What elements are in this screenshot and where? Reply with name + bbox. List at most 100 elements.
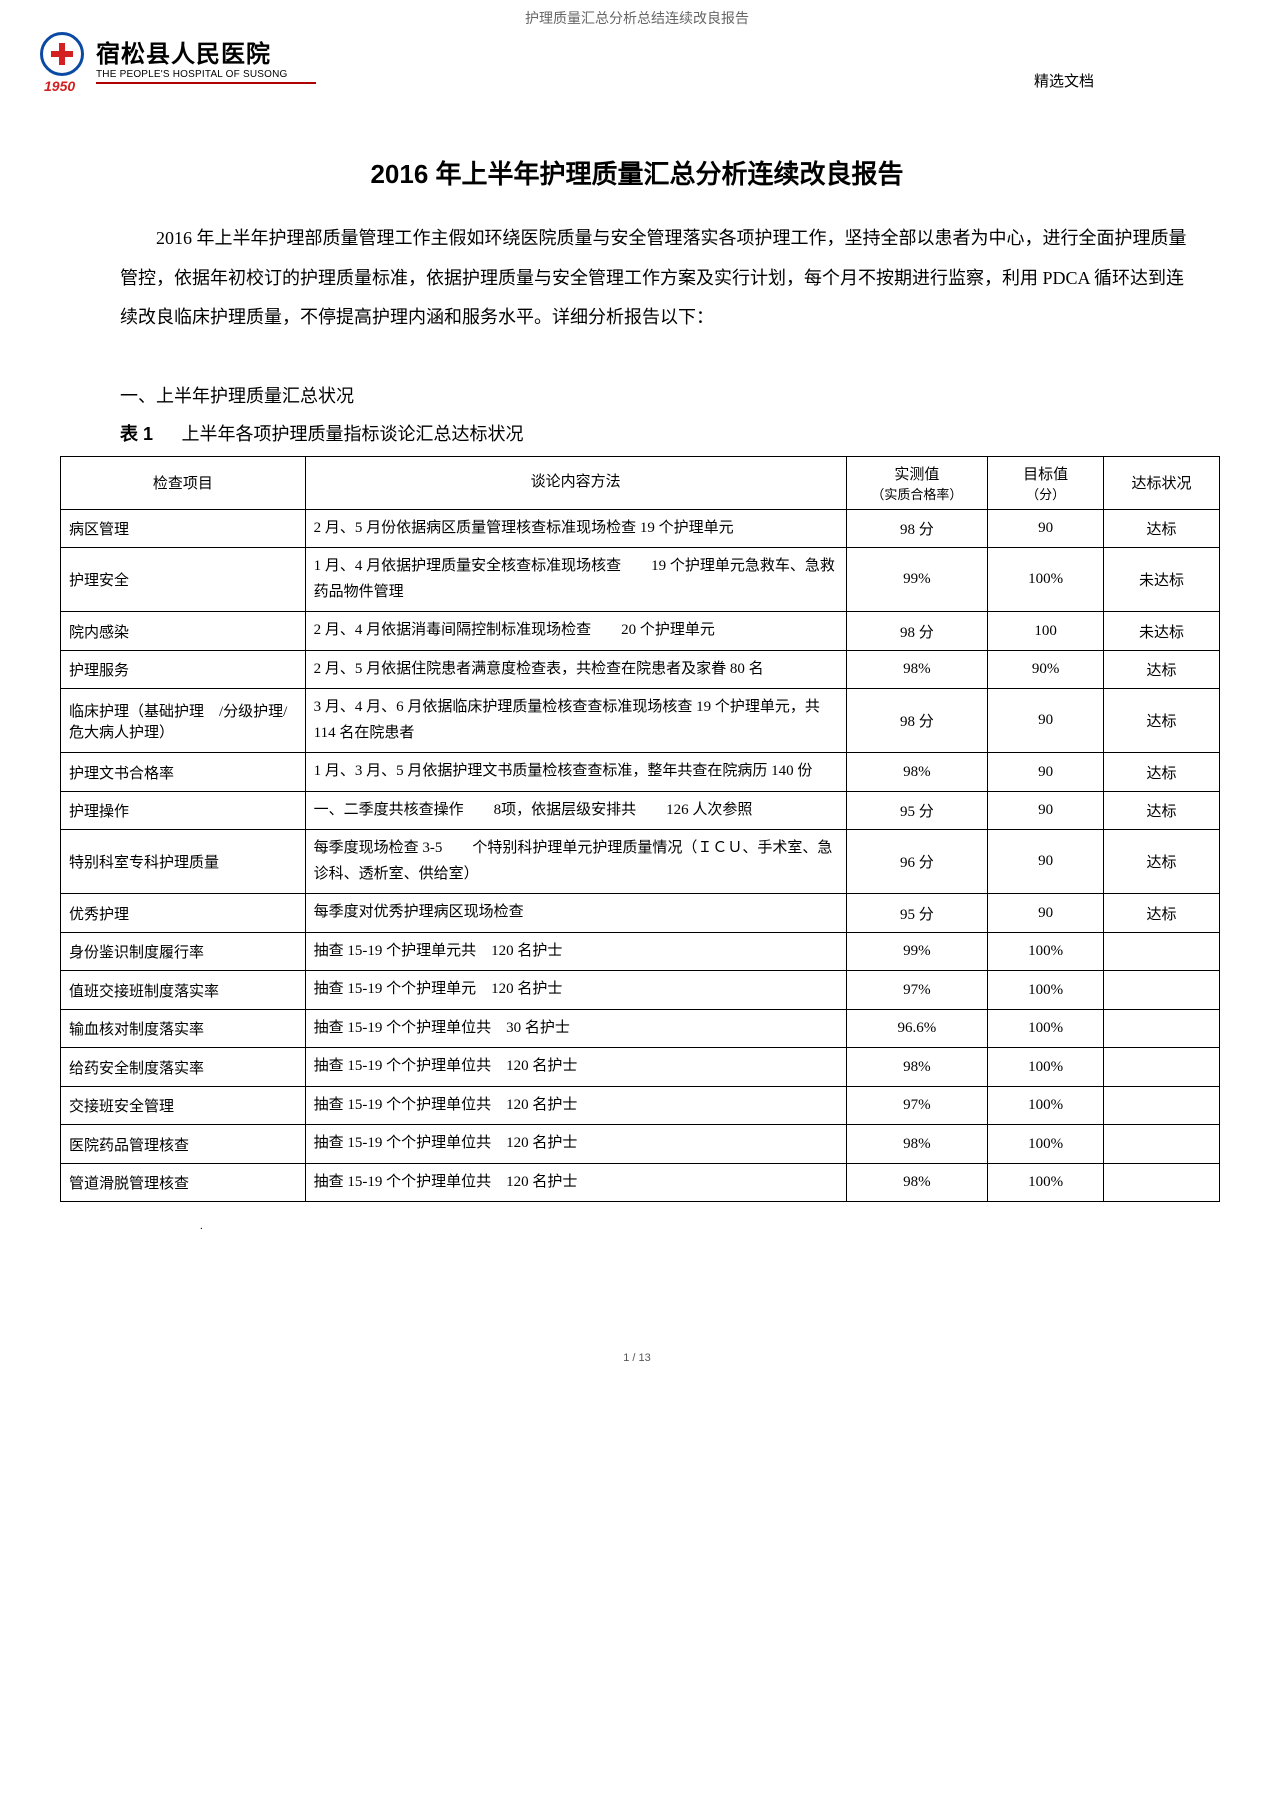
cell-actual: 95 分: [846, 894, 988, 933]
cell-status: 达标: [1104, 753, 1220, 792]
cell-status: 未达标: [1104, 548, 1220, 612]
quality-table: 检查项目 谈论内容方法 实测值 （实质合格率） 目标值 （分） 达标状况 病区管…: [60, 456, 1220, 1203]
cell-item: 值班交接班制度落实率: [61, 971, 306, 1010]
cell-item: 交接班安全管理: [61, 1086, 306, 1125]
cell-actual: 96.6%: [846, 1009, 988, 1048]
table-row: 输血核对制度落实率抽查 15-19 个个护理单位共 30 名护士96.6%100…: [61, 1009, 1220, 1048]
cell-item: 身份鉴识制度履行率: [61, 932, 306, 971]
cell-target: 90: [988, 791, 1104, 830]
cell-status: 达标: [1104, 689, 1220, 753]
cell-target: 100%: [988, 1009, 1104, 1048]
cell-actual: 98%: [846, 1125, 988, 1164]
cell-target: 100%: [988, 932, 1104, 971]
cell-method: 抽查 15-19 个护理单元共 120 名护士: [305, 932, 846, 971]
cell-status: [1104, 1086, 1220, 1125]
cell-method: 抽查 15-19 个个护理单位共 30 名护士: [305, 1009, 846, 1048]
table-row: 护理操作一、二季度共核查操作 8项，依据层级安排共 126 人次参照95 分90…: [61, 791, 1220, 830]
cell-target: 100: [988, 612, 1104, 651]
cell-target: 100%: [988, 1125, 1104, 1164]
cell-target: 100%: [988, 1086, 1104, 1125]
cell-method: 一、二季度共核查操作 8项，依据层级安排共 126 人次参照: [305, 791, 846, 830]
cell-target: 90: [988, 689, 1104, 753]
table-caption-text: 上半年各项护理质量指标谈论汇总达标状况: [182, 424, 524, 444]
cell-method: 2 月、4 月依据消毒间隔控制标准现场检查 20 个护理单元: [305, 612, 846, 651]
cell-status: 未达标: [1104, 612, 1220, 651]
cell-actual: 95 分: [846, 791, 988, 830]
th-actual: 实测值 （实质合格率）: [846, 456, 988, 509]
cell-method: 每季度现场检查 3-5 个特别科护理单元护理质量情况（ＩＣＵ、手术室、急诊科、透…: [305, 830, 846, 894]
table-row: 医院药品管理核查抽查 15-19 个个护理单位共 120 名护士98%100%: [61, 1125, 1220, 1164]
th-target-sub: （分）: [996, 484, 1095, 503]
table-row: 值班交接班制度落实率抽查 15-19 个个护理单元 120 名护士97%100%: [61, 971, 1220, 1010]
table-1-caption: 表 1 上半年各项护理质量指标谈论汇总达标状况: [60, 420, 1214, 446]
cell-item: 院内感染: [61, 612, 306, 651]
cell-target: 90: [988, 894, 1104, 933]
letterhead: 1950 宿松县人民医院 THE PEOPLE'S HOSPITAL OF SU…: [0, 32, 1274, 94]
cell-item: 输血核对制度落实率: [61, 1009, 306, 1048]
section-1-heading: 一、上半年护理质量汇总状况: [60, 378, 1214, 414]
cell-target: 100%: [988, 1163, 1104, 1202]
cell-target: 100%: [988, 548, 1104, 612]
table-row: 身份鉴识制度履行率抽查 15-19 个护理单元共 120 名护士99%100%: [61, 932, 1220, 971]
cell-target: 90: [988, 509, 1104, 548]
hospital-logo-icon: [40, 32, 88, 80]
table-row: 护理安全1 月、4 月依据护理质量安全核查标准现场核查 19 个护理单元急救车、…: [61, 548, 1220, 612]
table-row: 院内感染2 月、4 月依据消毒间隔控制标准现场检查 20 个护理单元98 分10…: [61, 612, 1220, 651]
main-content: 2016 年上半年护理质量汇总分析连续改良报告 2016 年上半年护理部质量管理…: [0, 94, 1274, 1232]
cell-item: 给药安全制度落实率: [61, 1048, 306, 1087]
cell-method: 3 月、4 月、6 月依据临床护理质量检核查查标准现场核查 19 个护理单元，共…: [305, 689, 846, 753]
table-row: 管道滑脱管理核查抽查 15-19 个个护理单位共 120 名护士98%100%: [61, 1163, 1220, 1202]
hospital-logo-col: 1950: [40, 32, 88, 94]
th-target-main: 目标值: [1023, 467, 1068, 483]
cell-target: 100%: [988, 1048, 1104, 1087]
cell-actual: 99%: [846, 932, 988, 971]
hospital-name-cn: 宿松县人民医院: [96, 34, 316, 69]
table-header-row: 检查项目 谈论内容方法 实测值 （实质合格率） 目标值 （分） 达标状况: [61, 456, 1220, 509]
cell-status: [1104, 1125, 1220, 1164]
cell-status: 达标: [1104, 650, 1220, 689]
cell-status: 达标: [1104, 509, 1220, 548]
cell-status: 达标: [1104, 894, 1220, 933]
cell-actual: 99%: [846, 548, 988, 612]
cell-method: 2 月、5 月份依据病区质量管理核查标准现场检查 19 个护理单元: [305, 509, 846, 548]
th-item: 检查项目: [61, 456, 306, 509]
cell-method: 抽查 15-19 个个护理单位共 120 名护士: [305, 1125, 846, 1164]
cell-actual: 98%: [846, 650, 988, 689]
cell-actual: 98 分: [846, 612, 988, 651]
table-row: 给药安全制度落实率抽查 15-19 个个护理单位共 120 名护士98%100%: [61, 1048, 1220, 1087]
cell-method: 抽查 15-19 个个护理单位共 120 名护士: [305, 1048, 846, 1087]
cell-method: 抽查 15-19 个个护理单元 120 名护士: [305, 971, 846, 1010]
cell-item: 护理服务: [61, 650, 306, 689]
th-target: 目标值 （分）: [988, 456, 1104, 509]
cell-status: [1104, 1009, 1220, 1048]
cell-item: 护理操作: [61, 791, 306, 830]
cell-actual: 97%: [846, 1086, 988, 1125]
cell-actual: 98%: [846, 1048, 988, 1087]
stray-dot: .: [60, 1220, 1214, 1232]
th-actual-sub: （实质合格率）: [855, 484, 980, 503]
report-title: 2016 年上半年护理质量汇总分析连续改良报告: [60, 154, 1214, 191]
cell-status: [1104, 1048, 1220, 1087]
cell-method: 抽查 15-19 个个护理单位共 120 名护士: [305, 1163, 846, 1202]
hospital-block: 1950 宿松县人民医院 THE PEOPLE'S HOSPITAL OF SU…: [40, 32, 316, 94]
cell-actual: 98%: [846, 753, 988, 792]
hospital-name-en: THE PEOPLE'S HOSPITAL OF SUSONG: [96, 69, 316, 84]
cell-actual: 97%: [846, 971, 988, 1010]
cell-status: [1104, 932, 1220, 971]
cell-item: 护理安全: [61, 548, 306, 612]
page-number: 1 / 13: [0, 1352, 1274, 1364]
table-row: 优秀护理每季度对优秀护理病区现场检查95 分90达标: [61, 894, 1220, 933]
cell-actual: 98 分: [846, 689, 988, 753]
cell-status: [1104, 971, 1220, 1010]
cell-status: 达标: [1104, 791, 1220, 830]
cell-target: 90: [988, 753, 1104, 792]
cell-actual: 98%: [846, 1163, 988, 1202]
table-row: 交接班安全管理抽查 15-19 个个护理单位共 120 名护士97%100%: [61, 1086, 1220, 1125]
cell-actual: 96 分: [846, 830, 988, 894]
cell-method: 1 月、4 月依据护理质量安全核查标准现场核查 19 个护理单元急救车、急救药品…: [305, 548, 846, 612]
table-row: 临床护理（基础护理 /分级护理/危大病人护理）3 月、4 月、6 月依据临床护理…: [61, 689, 1220, 753]
cell-method: 1 月、3 月、5 月依据护理文书质量检核查查标准，整年共查在院病历 140 份: [305, 753, 846, 792]
table-row: 护理服务2 月、5 月依据住院患者满意度检查表，共检查在院患者及家眷 80 名9…: [61, 650, 1220, 689]
table-row: 病区管理2 月、5 月份依据病区质量管理核查标准现场检查 19 个护理单元98 …: [61, 509, 1220, 548]
table-row: 护理文书合格率1 月、3 月、5 月依据护理文书质量检核查查标准，整年共查在院病…: [61, 753, 1220, 792]
